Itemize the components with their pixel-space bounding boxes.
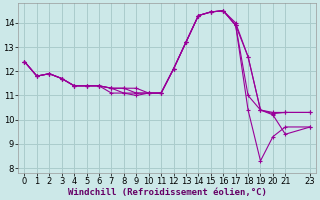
X-axis label: Windchill (Refroidissement éolien,°C): Windchill (Refroidissement éolien,°C) bbox=[68, 188, 267, 197]
